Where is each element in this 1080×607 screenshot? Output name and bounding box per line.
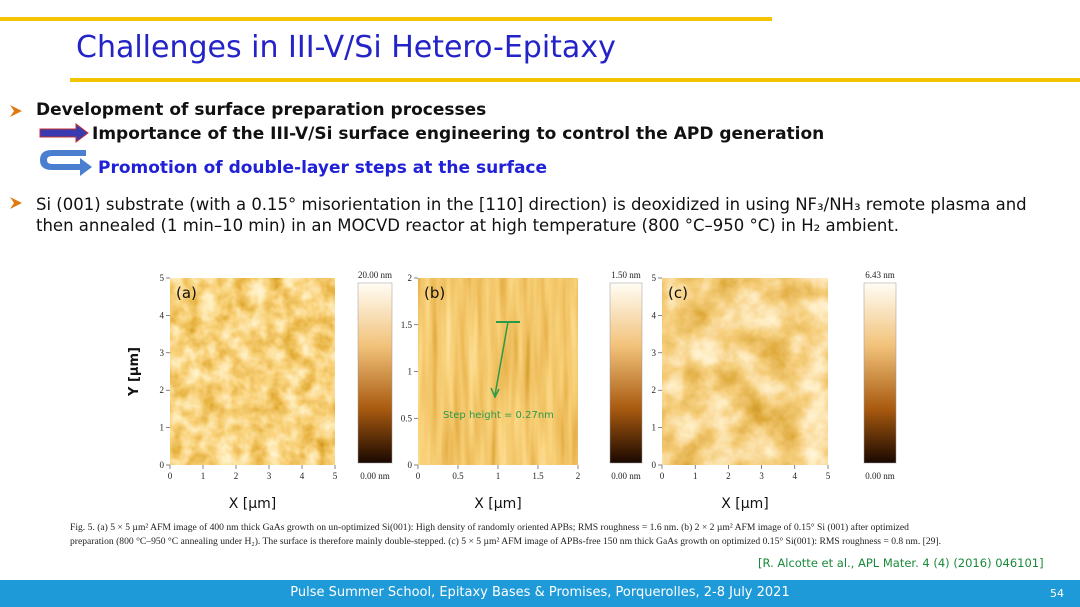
- x-tick-label: 1: [201, 471, 206, 481]
- scale-max: 1.50 nm: [611, 270, 641, 280]
- y-tick-label: 1: [160, 423, 165, 433]
- y-axis-label: Y [µm]: [127, 347, 142, 397]
- afm-image: [418, 278, 578, 465]
- arrow-icon: [39, 123, 89, 143]
- y-tick-label: 0: [160, 460, 165, 470]
- y-tick-label: 4: [652, 310, 657, 320]
- y-tick-label: 1: [408, 367, 413, 377]
- afm-image: [662, 278, 828, 465]
- panel-label: (b): [424, 284, 445, 302]
- annotation: Step height = 0.27nm: [443, 410, 554, 421]
- y-tick-label: 5: [652, 273, 657, 283]
- bullet-heading: Development of surface preparation proce…: [36, 100, 487, 120]
- footer-text: Pulse Summer School, Epitaxy Bases & Pro…: [290, 585, 790, 600]
- x-tick-label: 1: [693, 471, 698, 481]
- y-tick-label: 1.5: [401, 320, 413, 330]
- x-tick-label: 3: [759, 471, 764, 481]
- return-arrow-icon: [40, 150, 92, 176]
- y-tick-label: 5: [160, 273, 165, 283]
- color-bar: [357, 282, 393, 464]
- x-tick-label: 0: [168, 471, 173, 481]
- scale-max: 20.00 nm: [358, 270, 392, 280]
- slide-title: Challenges in III-V/Si Hetero-Epitaxy: [76, 30, 616, 65]
- y-tick-label: 2: [652, 385, 657, 395]
- scale-min: 0.00 nm: [611, 471, 641, 481]
- sub-point: Importance of the III-V/Si surface engin…: [92, 124, 825, 144]
- x-tick-label: 0: [416, 471, 421, 481]
- x-tick-label: 5: [333, 471, 338, 481]
- x-axis-label: X [µm]: [229, 496, 277, 512]
- sub-point: Promotion of double-layer steps at the s…: [98, 158, 548, 178]
- scale-min: 0.00 nm: [865, 471, 895, 481]
- x-tick-label: 2: [234, 471, 239, 481]
- x-tick-label: 5: [826, 471, 831, 481]
- x-axis-label: X [µm]: [474, 496, 522, 512]
- x-tick-label: 1.5: [532, 471, 544, 481]
- scale-min: 0.00 nm: [360, 471, 390, 481]
- x-axis-label: X [µm]: [721, 496, 769, 512]
- bullet-marker: [10, 197, 22, 209]
- y-tick-label: 0.5: [401, 413, 413, 423]
- annotation-arrow: [490, 321, 509, 399]
- panel-label: (c): [668, 284, 688, 302]
- x-tick-label: 3: [267, 471, 272, 481]
- y-tick-label: 2: [160, 385, 165, 395]
- x-tick-label: 2: [576, 471, 581, 481]
- afm-image: [170, 278, 335, 465]
- x-tick-label: 4: [793, 471, 798, 481]
- y-tick-label: 4: [160, 310, 165, 320]
- bullet-text: Si (001) substrate (with a 0.15° misorie…: [36, 195, 1027, 235]
- y-tick-label: 1: [652, 423, 657, 433]
- y-tick-label: 0: [652, 460, 657, 470]
- page-number: 54: [1050, 587, 1064, 600]
- y-tick-label: 3: [652, 348, 657, 358]
- reference: [R. Alcotte et al., APL Mater. 4 (4) (20…: [758, 556, 1044, 570]
- x-tick-label: 0: [660, 471, 665, 481]
- x-tick-label: 1: [496, 471, 501, 481]
- scale-max: 6.43 nm: [865, 270, 895, 280]
- color-bar: [863, 282, 897, 464]
- y-tick-label: 3: [160, 348, 165, 358]
- color-bar: [609, 282, 643, 464]
- footer-bar: [0, 580, 1080, 607]
- panel-label: (a): [176, 284, 197, 302]
- x-tick-label: 2: [726, 471, 731, 481]
- figure-caption: Fig. 5. (a) 5 × 5 µm² AFM image of 400 n…: [70, 522, 942, 547]
- x-tick-label: 0.5: [452, 471, 464, 481]
- y-tick-label: 2: [408, 273, 413, 283]
- y-tick-label: 0: [408, 460, 413, 470]
- bullet-marker: [10, 105, 22, 117]
- x-tick-label: 4: [300, 471, 305, 481]
